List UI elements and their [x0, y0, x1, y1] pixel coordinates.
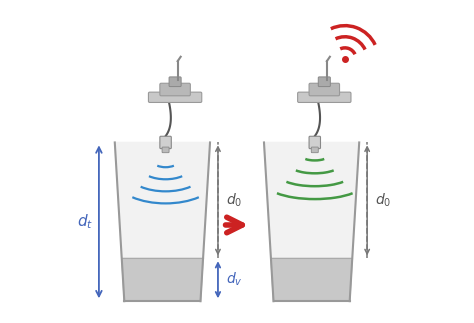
- Text: $d_0$: $d_0$: [375, 192, 392, 209]
- FancyBboxPatch shape: [160, 136, 171, 149]
- Polygon shape: [122, 258, 203, 301]
- FancyBboxPatch shape: [160, 83, 191, 96]
- FancyBboxPatch shape: [298, 92, 351, 102]
- FancyBboxPatch shape: [309, 136, 320, 149]
- FancyBboxPatch shape: [311, 147, 318, 153]
- FancyBboxPatch shape: [309, 83, 339, 96]
- FancyBboxPatch shape: [162, 147, 169, 153]
- Text: $d_t$: $d_t$: [77, 213, 94, 231]
- FancyBboxPatch shape: [169, 77, 181, 87]
- FancyBboxPatch shape: [318, 77, 330, 87]
- Text: $d_0$: $d_0$: [226, 192, 242, 209]
- Polygon shape: [271, 258, 352, 301]
- FancyBboxPatch shape: [148, 92, 202, 102]
- Polygon shape: [264, 142, 359, 301]
- Text: $d_v$: $d_v$: [226, 271, 243, 288]
- Polygon shape: [115, 142, 210, 301]
